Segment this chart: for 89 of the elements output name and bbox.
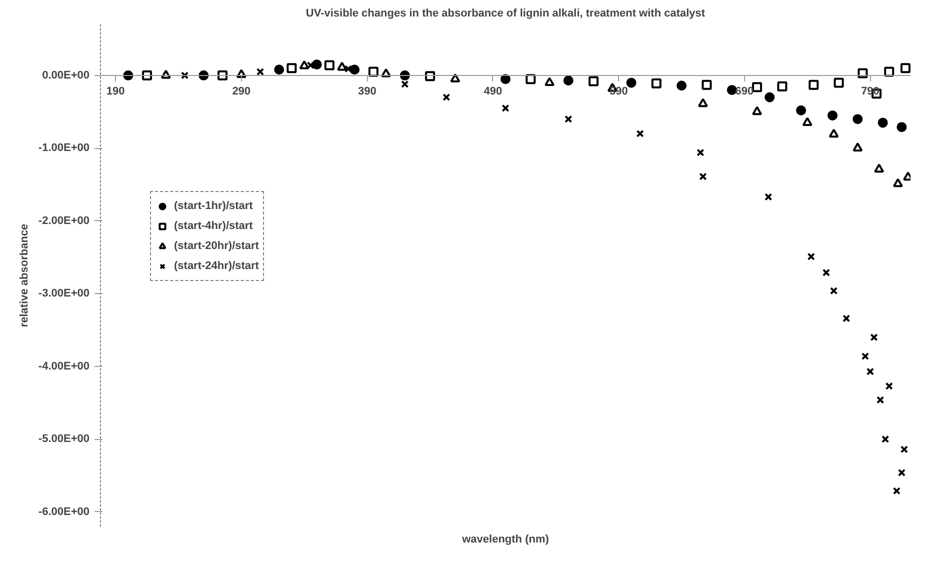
point <box>870 334 878 342</box>
x-axis-title: wavelength (nm) <box>461 534 550 546</box>
point <box>502 104 510 112</box>
point <box>898 468 906 476</box>
y-tick-label: -1.00E+00 <box>38 142 90 154</box>
legend-label: (start-4hr)/start <box>174 220 253 232</box>
point <box>401 80 409 88</box>
point <box>900 446 908 454</box>
point <box>830 286 838 295</box>
x-tick-label: 490 <box>484 85 502 98</box>
point <box>878 118 888 128</box>
legend-label: (start-24hr)/start <box>174 260 259 272</box>
point <box>564 115 572 123</box>
x-tick-label: 390 <box>358 85 376 98</box>
point <box>299 60 310 70</box>
point <box>884 66 894 77</box>
y-tick-label: -5.00E+00 <box>38 433 90 446</box>
point <box>651 78 662 88</box>
point <box>698 98 708 108</box>
point <box>842 314 850 322</box>
point <box>802 117 812 126</box>
y-tick-label: -6.00E+00 <box>38 506 90 518</box>
point <box>896 122 907 132</box>
point <box>808 80 819 90</box>
point <box>882 435 890 444</box>
point <box>588 76 599 86</box>
point <box>256 68 264 76</box>
point <box>626 78 636 88</box>
point <box>822 268 830 276</box>
point <box>381 68 392 78</box>
point <box>874 164 884 173</box>
point <box>344 65 352 73</box>
point <box>876 396 884 404</box>
y-tick-label: -3.00E+00 <box>38 288 90 300</box>
point <box>336 62 347 71</box>
point <box>160 70 171 79</box>
point <box>324 60 334 70</box>
point <box>764 92 775 102</box>
point <box>861 352 870 360</box>
legend-label: (start-1hr)/start <box>174 200 253 212</box>
y-tick-label: -4.00E+00 <box>38 360 90 372</box>
point <box>563 76 574 86</box>
x-tick-label: 290 <box>232 85 251 98</box>
point <box>702 80 712 90</box>
point <box>828 128 839 138</box>
point <box>796 105 806 116</box>
point <box>180 72 189 80</box>
point <box>450 73 460 82</box>
point <box>858 68 868 78</box>
y-axis-title: relative absorbance <box>18 224 30 328</box>
point <box>368 66 378 77</box>
point <box>892 178 903 188</box>
point <box>852 114 863 124</box>
x-tick-label: 690 <box>735 85 754 98</box>
point <box>828 110 838 120</box>
point <box>834 78 844 88</box>
point <box>752 106 762 116</box>
point <box>764 193 772 201</box>
point <box>425 71 436 82</box>
y-tick-label: -2.00E+00 <box>38 214 90 227</box>
point <box>286 63 297 74</box>
point <box>442 93 450 102</box>
point <box>900 63 910 74</box>
point <box>852 142 863 152</box>
x-tick-label: 590 <box>610 85 628 98</box>
point <box>892 487 900 495</box>
point <box>306 61 314 70</box>
point <box>699 172 707 180</box>
point <box>676 80 687 91</box>
x-tick-label: 190 <box>106 85 125 98</box>
point <box>312 60 322 70</box>
point <box>236 69 246 78</box>
point <box>885 382 893 390</box>
point <box>752 82 762 92</box>
point <box>500 74 510 84</box>
legend-label: (start-20hr)/start <box>174 240 259 252</box>
point <box>777 81 788 92</box>
chart-title: UV-visible changes in the absorbance of lignin alkali, treatment with catalyst <box>306 8 706 20</box>
point <box>544 77 555 86</box>
point <box>274 64 284 75</box>
y-tick-label: 0.00E+00 <box>42 69 90 82</box>
point <box>142 70 152 80</box>
point <box>526 74 536 84</box>
point <box>636 130 644 138</box>
point <box>218 70 228 80</box>
point <box>807 252 815 260</box>
point <box>350 64 360 75</box>
point <box>866 368 874 376</box>
point <box>696 148 704 156</box>
